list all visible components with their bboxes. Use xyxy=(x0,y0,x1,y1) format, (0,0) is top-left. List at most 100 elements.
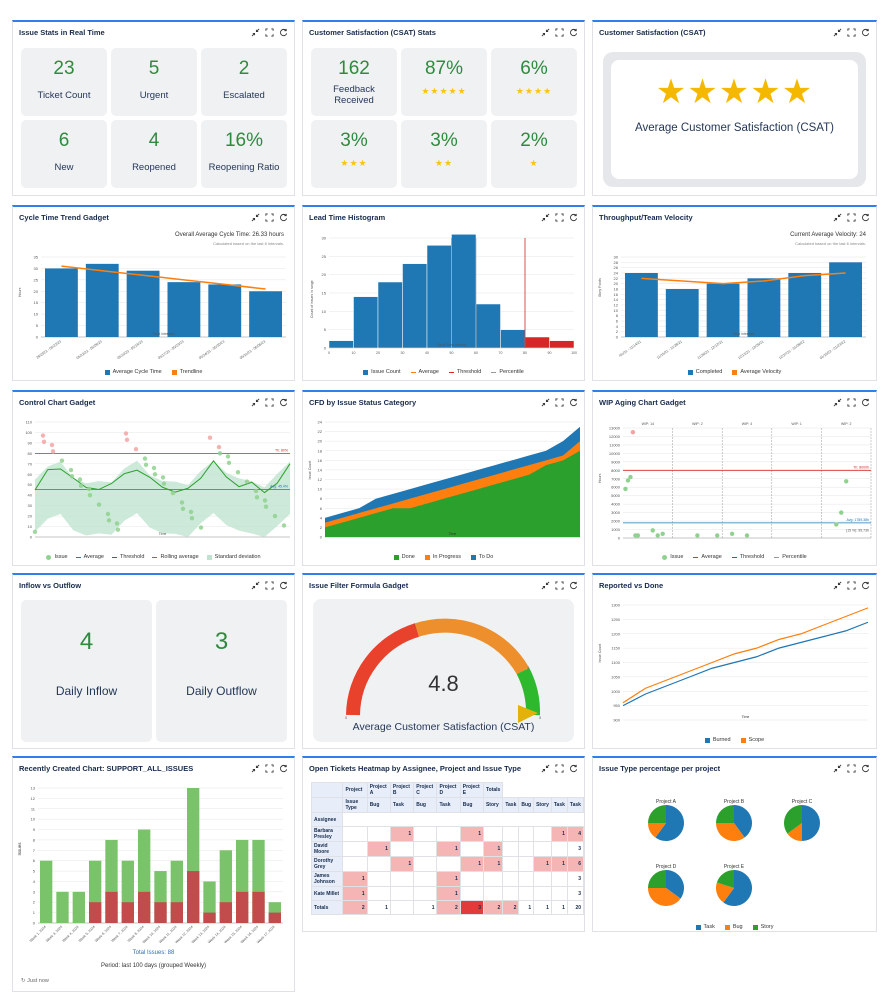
y-tick-label: 0 xyxy=(33,921,36,926)
minimize-icon[interactable] xyxy=(541,213,550,222)
gauge-segment-red xyxy=(346,623,420,716)
issue-point xyxy=(124,437,130,442)
y-tick-label: 6 xyxy=(616,319,619,324)
y-tick-label: 6 xyxy=(33,858,36,863)
minimize-icon[interactable] xyxy=(833,398,842,407)
y-tick-label: 80 xyxy=(28,451,33,456)
fullscreen-icon[interactable] xyxy=(847,763,856,773)
refresh-icon[interactable] xyxy=(569,398,578,407)
minimize-icon[interactable] xyxy=(251,28,260,37)
x-tick-label: 05/17/23 - 05/23/23 xyxy=(157,340,184,361)
minimize-icon[interactable] xyxy=(251,764,260,773)
bar xyxy=(829,262,862,337)
refresh-icon[interactable] xyxy=(279,213,288,222)
fullscreen-icon[interactable] xyxy=(847,27,856,37)
heatmap-cell: Totals xyxy=(310,900,344,915)
pie-slice xyxy=(666,870,684,899)
gadget-title: Issue Type percentage per project xyxy=(599,763,721,773)
refresh-icon[interactable] xyxy=(279,764,288,773)
y-tick-label: 25 xyxy=(322,254,327,259)
minimize-icon[interactable] xyxy=(833,764,842,773)
pie-title: Project C xyxy=(792,799,813,805)
csat-tile: 3% ★★ xyxy=(401,120,487,188)
minimize-icon[interactable] xyxy=(541,28,550,37)
y-tick-label: 10 xyxy=(34,312,39,317)
heatmap-cell xyxy=(550,871,568,887)
minimize-icon[interactable] xyxy=(541,398,550,407)
x-tick-label: 12/27/21 - 01/09/22 xyxy=(778,340,805,361)
issue-point xyxy=(180,506,186,511)
refresh-icon[interactable] xyxy=(861,28,870,37)
two-stars-icon: ★★ xyxy=(434,158,454,168)
issue-point xyxy=(78,483,84,488)
heatmap-cell: 2 xyxy=(502,900,520,915)
refresh-icon[interactable] xyxy=(279,28,288,37)
heatmap-cell: Dorothy Grey xyxy=(310,856,344,872)
minimize-icon[interactable] xyxy=(833,28,842,37)
heatmap-cell: 20 xyxy=(566,900,584,915)
heatmap-cell: Kate Millet xyxy=(310,886,344,901)
fullscreen-icon[interactable] xyxy=(265,397,274,407)
refresh-icon[interactable] xyxy=(569,28,578,37)
minimize-icon[interactable] xyxy=(833,213,842,222)
y-tick-label: 2000 xyxy=(611,519,621,524)
refresh-icon[interactable] xyxy=(861,764,870,773)
minimize-icon[interactable] xyxy=(251,581,260,590)
fullscreen-icon[interactable] xyxy=(265,27,274,37)
y-tick-label: 24 xyxy=(614,271,619,276)
bar-resolved xyxy=(121,902,134,923)
fullscreen-icon[interactable] xyxy=(555,27,564,37)
histogram-bar xyxy=(426,245,452,349)
fullscreen-icon[interactable] xyxy=(555,397,564,407)
fullscreen-icon[interactable] xyxy=(847,580,856,590)
refresh-icon[interactable] xyxy=(569,581,578,590)
gadget-title: Customer Satisfaction (CSAT) xyxy=(599,27,706,37)
y-axis-label: Hours xyxy=(18,287,22,297)
bar-resolved xyxy=(187,871,200,923)
heatmap-cell: Task xyxy=(550,797,568,813)
minimize-icon[interactable] xyxy=(541,764,550,773)
heatmap-row: James Johnson 1 1 3 xyxy=(310,871,584,887)
minimize-icon[interactable] xyxy=(541,581,550,590)
pie-slice xyxy=(734,805,752,838)
minimize-icon[interactable] xyxy=(251,398,260,407)
histogram-bar xyxy=(475,303,501,349)
issue-point xyxy=(217,451,223,456)
fullscreen-icon[interactable] xyxy=(847,397,856,407)
fullscreen-icon[interactable] xyxy=(555,580,564,590)
fullscreen-icon[interactable] xyxy=(555,212,564,222)
minimize-icon[interactable] xyxy=(833,581,842,590)
refresh-status[interactable]: ↻ Just now xyxy=(21,978,49,984)
refresh-icon[interactable] xyxy=(279,581,288,590)
fullscreen-icon[interactable] xyxy=(555,763,564,773)
issue-point xyxy=(133,446,139,452)
refresh-icon[interactable] xyxy=(569,764,578,773)
refresh-icon[interactable] xyxy=(861,581,870,590)
x-tick-label: 50 xyxy=(450,351,454,355)
refresh-icon[interactable] xyxy=(279,398,288,407)
heatmap-cell xyxy=(342,826,368,842)
wip-column-label: WIP: 1 xyxy=(791,422,802,426)
fullscreen-icon[interactable] xyxy=(265,580,274,590)
fullscreen-icon[interactable] xyxy=(847,212,856,222)
refresh-icon[interactable] xyxy=(569,213,578,222)
issue-point xyxy=(281,523,287,528)
x-tick-label: 05/10/23 - 05/16/23 xyxy=(116,340,143,361)
heatmap-cell xyxy=(413,826,438,842)
calc-note: Calculated based on the last 6 intervals… xyxy=(213,241,284,246)
y-tick-label: 10000 xyxy=(609,451,621,456)
x-axis-label: Time xyxy=(159,532,167,536)
refresh-icon[interactable] xyxy=(861,213,870,222)
heatmap-cell xyxy=(389,886,415,901)
average-velocity-line xyxy=(641,272,846,285)
bar-created xyxy=(72,891,85,923)
wip-column-label: WIP: 14 xyxy=(642,422,655,426)
fullscreen-icon[interactable] xyxy=(265,763,274,773)
refresh-icon[interactable] xyxy=(861,398,870,407)
minimize-icon[interactable] xyxy=(251,213,260,222)
fullscreen-icon[interactable] xyxy=(265,212,274,222)
heatmap-row: David Moore 1 1 1 3 xyxy=(310,841,584,857)
issue-point xyxy=(142,456,148,461)
heatmap-cell: David Moore xyxy=(310,841,344,857)
